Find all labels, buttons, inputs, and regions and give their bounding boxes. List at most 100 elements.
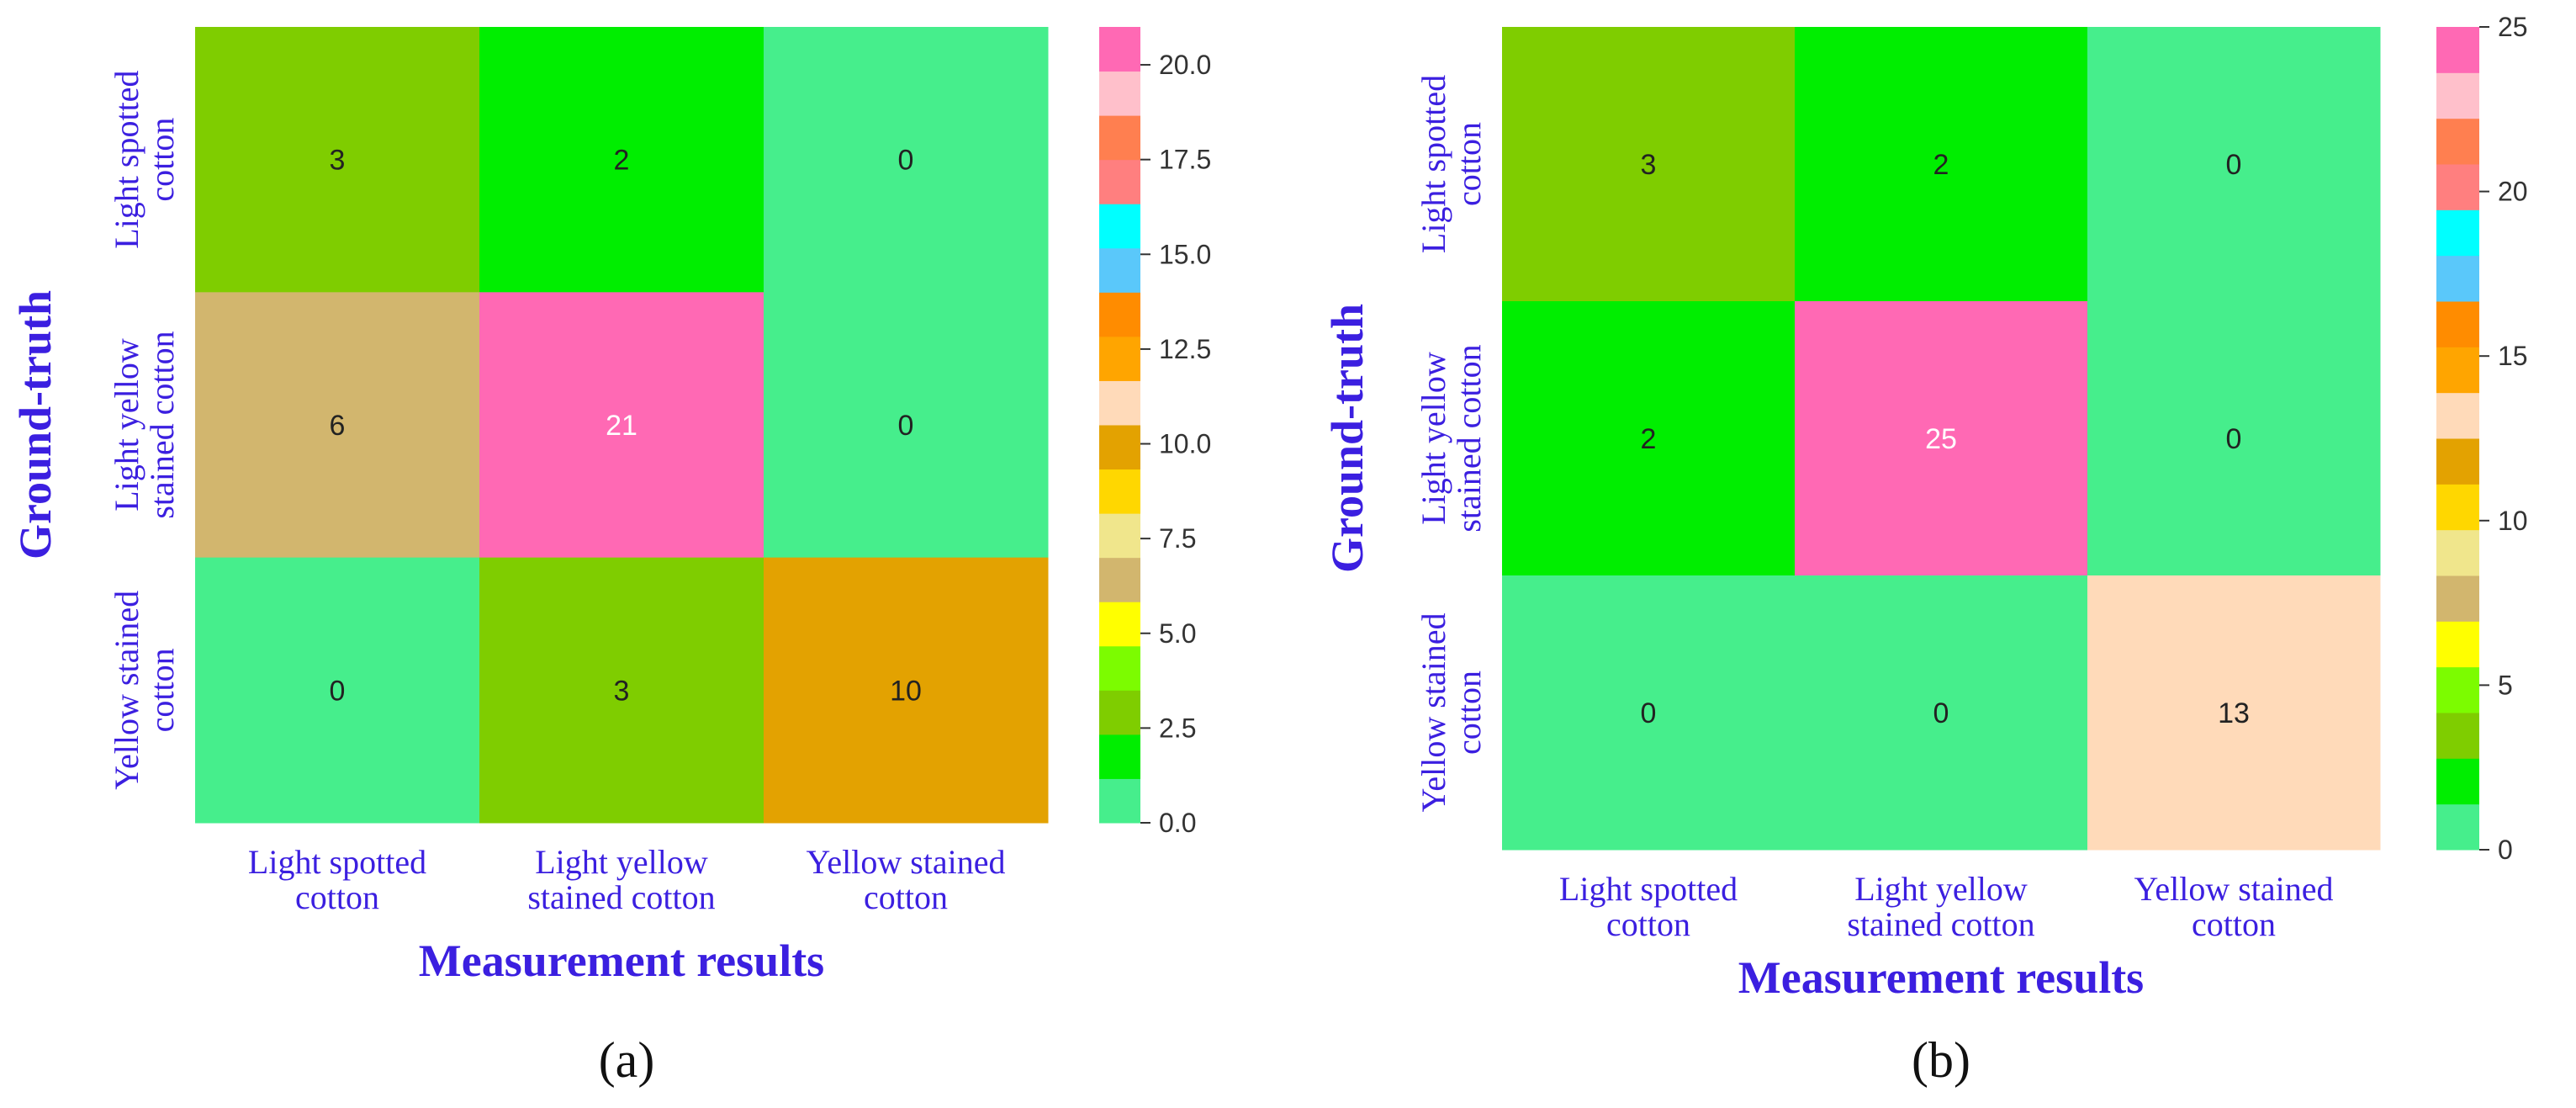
colorbar-segment [1099, 380, 1140, 426]
heatmap-cell [195, 292, 480, 559]
colorbar-segment [2436, 347, 2479, 394]
colorbar-segment [2436, 392, 2479, 439]
colorbar-segment [2436, 72, 2479, 119]
colorbar-segment [1099, 27, 1140, 72]
colorbar-segment [1099, 159, 1140, 204]
heatmap-cell [479, 292, 764, 559]
y-tick-label-line: cotton [143, 648, 181, 732]
y-tick-label-line: cotton [1450, 122, 1488, 206]
x-axis-title: Measurement results [419, 936, 824, 986]
colorbar-segment [1099, 778, 1140, 824]
x-tick-label: cotton [295, 878, 379, 916]
colorbar-tick-label: 20.0 [1159, 50, 1211, 80]
colorbar-segment [1099, 425, 1140, 470]
y-tick-label-line: cotton [1450, 671, 1488, 755]
y-axis-title: Ground-truth [10, 290, 61, 559]
heatmap-cell [479, 27, 764, 293]
x-tick-label: Yellow stained [2134, 870, 2333, 908]
colorbar-segment [1099, 247, 1140, 293]
colorbar-segment [2436, 529, 2479, 576]
heatmap-cell [2087, 575, 2381, 851]
colorbar-segment [1099, 734, 1140, 779]
cell-value-label: 10 [890, 675, 922, 707]
x-tick-label: cotton [864, 878, 948, 916]
colorbar-segment [2436, 255, 2479, 302]
colorbar-tick-label: 10 [2498, 506, 2528, 536]
colorbar-segment [2436, 803, 2479, 851]
x-tick-label: Yellow stained [806, 843, 1005, 881]
colorbar-segment [1099, 115, 1140, 161]
colorbar-segment [1099, 336, 1140, 381]
colorbar-segment [2436, 27, 2479, 73]
heatmap-cell [1502, 27, 1796, 302]
cell-value-label: 0 [898, 145, 914, 177]
panel-label: (b) [1912, 1032, 1970, 1088]
colorbar-segment [1099, 690, 1140, 735]
colorbar-segment [2436, 484, 2479, 531]
colorbar-tick-label: 2.5 [1159, 713, 1196, 743]
heatmap-cell [764, 27, 1049, 293]
colorbar-segment [2436, 164, 2479, 210]
colorbar-segment [2436, 666, 2479, 713]
y-tick-label-line: Yellow stained [108, 591, 145, 790]
colorbar-segment [2436, 209, 2479, 257]
heatmap-cell [1502, 575, 1796, 851]
cell-value-label: 6 [330, 410, 346, 442]
cell-value-label: 21 [606, 410, 637, 442]
cell-value-label: 0 [1641, 697, 1657, 729]
heatmap-cell [1795, 575, 2088, 851]
colorbar-segment [1099, 645, 1140, 691]
y-axis-title: Ground-truth [1322, 304, 1373, 573]
x-tick-label: Light yellow [1854, 870, 2028, 908]
x-tick-label: cotton [2192, 905, 2276, 943]
cell-value-label: 3 [1641, 149, 1657, 181]
heatmap-cell [1795, 27, 2088, 302]
y-axis-title-group: Ground-truth [1322, 304, 1373, 573]
colorbar-segment [2436, 118, 2479, 165]
colorbar-tick-label: 5.0 [1159, 618, 1196, 649]
colorbar-segment [1099, 602, 1140, 647]
heatmap-cell [1795, 301, 2088, 576]
x-tick-label: Light spotted [1559, 870, 1738, 908]
colorbar-segment [2436, 575, 2479, 622]
y-tick-label-line: cotton [143, 118, 181, 202]
heatmap-cell [2087, 301, 2381, 576]
colorbar-tick-label: 15 [2498, 341, 2528, 371]
colorbar-segment [2436, 438, 2479, 485]
y-tick-label-line: stained cotton [143, 331, 181, 518]
panel-label: (a) [599, 1032, 655, 1088]
colorbar-tick-label: 12.5 [1159, 334, 1211, 364]
colorbar-segment [1099, 204, 1140, 249]
heatmap-cell [479, 557, 764, 824]
colorbar-segment [1099, 469, 1140, 514]
y-tick-label-line: Light spotted [1415, 75, 1452, 253]
heatmap-cell [195, 27, 480, 293]
cell-value-label: 2 [1933, 149, 1949, 181]
heatmap-cell [764, 557, 1049, 824]
cell-value-label: 13 [2218, 697, 2250, 729]
heatmap-cell [1502, 301, 1796, 576]
x-tick-label: stained cotton [1847, 905, 2034, 943]
colorbar-segment [1099, 557, 1140, 602]
colorbar-tick-label: 17.5 [1159, 145, 1211, 175]
cell-value-label: 2 [614, 145, 630, 177]
cell-value-label: 3 [614, 675, 630, 707]
x-tick-label: cotton [1606, 905, 1690, 943]
x-tick-label: stained cotton [527, 878, 715, 916]
y-tick-label-line: Light spotted [108, 71, 145, 249]
heatmap-cell [764, 292, 1049, 559]
colorbar-segment [2436, 621, 2479, 668]
x-tick-label: Light spotted [248, 843, 426, 881]
cell-value-label: 0 [898, 410, 914, 442]
colorbar-tick-label: 0 [2498, 835, 2513, 865]
cell-value-label: 0 [2226, 149, 2242, 181]
colorbar-segment [2436, 301, 2479, 347]
y-tick-label-line: Yellow stained [1415, 612, 1452, 812]
